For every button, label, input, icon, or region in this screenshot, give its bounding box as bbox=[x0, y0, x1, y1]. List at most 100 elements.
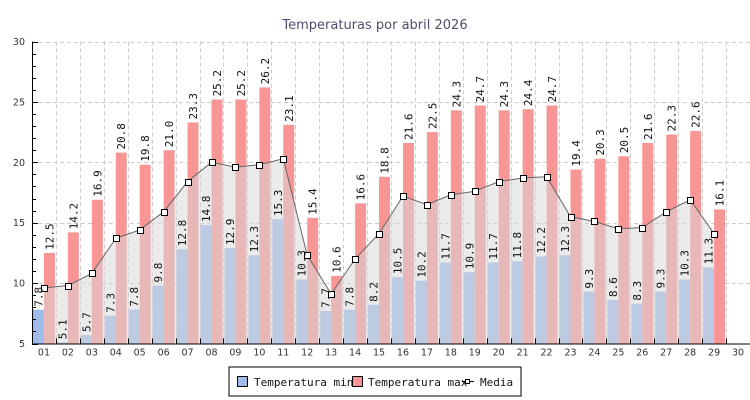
data-label-min: 7.3 bbox=[104, 293, 117, 313]
x-tick-label: 11 bbox=[277, 348, 289, 359]
media-point bbox=[209, 159, 216, 166]
data-label-min: 5.7 bbox=[80, 312, 93, 332]
data-label-min: 12.3 bbox=[248, 226, 261, 253]
data-label-min: 12.2 bbox=[535, 227, 548, 254]
data-label-min: 8.2 bbox=[368, 282, 381, 302]
chart-title: Temperaturas por abril 2026 bbox=[281, 18, 467, 33]
x-tick-label: 26 bbox=[636, 348, 648, 359]
data-label-min: 7.8 bbox=[32, 287, 45, 307]
x-tick-label: 13 bbox=[325, 348, 337, 359]
media-point bbox=[256, 162, 263, 169]
x-tick-label: 06 bbox=[158, 348, 170, 359]
y-tick-label: 20 bbox=[13, 158, 25, 169]
data-label-max: 26.2 bbox=[259, 58, 272, 85]
data-label-max: 25.2 bbox=[235, 70, 248, 97]
legend-marker-media bbox=[465, 379, 470, 384]
data-label-max: 20.5 bbox=[618, 127, 631, 154]
x-tick-label: 08 bbox=[205, 348, 217, 359]
data-label-max: 10.6 bbox=[331, 246, 344, 273]
media-point bbox=[615, 226, 622, 233]
media-point bbox=[424, 202, 431, 209]
y-tick-label: 5 bbox=[19, 339, 25, 350]
legend-label-max: Temperatura max bbox=[368, 376, 468, 389]
x-tick-label: 04 bbox=[110, 348, 122, 359]
legend-label-min: Temperatura min bbox=[254, 376, 353, 389]
data-label-min: 11.7 bbox=[439, 233, 452, 260]
x-tick-label: 30 bbox=[732, 348, 744, 359]
legend: Temperatura min Temperatura max Media bbox=[228, 366, 522, 397]
data-label-min: 11.8 bbox=[511, 232, 524, 259]
x-tick-label: 23 bbox=[564, 348, 576, 359]
y-tick-label: 15 bbox=[13, 218, 25, 229]
media-point bbox=[496, 179, 503, 186]
x-tick-label: 17 bbox=[421, 348, 433, 359]
x-tick-label: 10 bbox=[253, 348, 265, 359]
media-point bbox=[376, 231, 383, 238]
data-label-max: 12.5 bbox=[43, 223, 56, 250]
data-label-min: 12.3 bbox=[559, 226, 572, 253]
media-point bbox=[113, 235, 120, 242]
media-point bbox=[568, 214, 575, 221]
data-label-max: 22.3 bbox=[666, 105, 679, 132]
data-label-max: 16.9 bbox=[91, 170, 104, 197]
x-tick-label: 24 bbox=[588, 348, 600, 359]
data-label-min: 11.7 bbox=[487, 233, 500, 260]
data-label-min: 9.3 bbox=[655, 269, 668, 289]
data-label-max: 14.2 bbox=[67, 203, 80, 230]
data-label-max: 24.4 bbox=[522, 79, 535, 106]
data-label-max: 15.4 bbox=[307, 188, 320, 215]
x-tick-label: 28 bbox=[684, 348, 696, 359]
data-label-max: 23.3 bbox=[187, 93, 200, 120]
data-label-max: 21.6 bbox=[642, 113, 655, 140]
x-tick-label: 09 bbox=[229, 348, 241, 359]
media-point bbox=[328, 291, 335, 298]
media-point bbox=[400, 193, 407, 200]
data-label-max: 16.6 bbox=[355, 174, 368, 201]
x-tick-label: 18 bbox=[445, 348, 457, 359]
data-label-min: 10.2 bbox=[415, 251, 428, 278]
data-label-min: 10.9 bbox=[463, 243, 476, 270]
data-label-max: 21.0 bbox=[163, 121, 176, 148]
x-tick-label: 07 bbox=[182, 348, 194, 359]
x-tick-label: 14 bbox=[349, 348, 361, 359]
media-point bbox=[687, 197, 694, 204]
media-point bbox=[639, 225, 646, 232]
media-point bbox=[232, 164, 239, 171]
y-tick-label: 10 bbox=[13, 279, 25, 290]
media-point bbox=[352, 256, 359, 263]
x-tick-label: 02 bbox=[62, 348, 74, 359]
media-point bbox=[591, 218, 598, 225]
data-label-min: 8.6 bbox=[607, 277, 620, 297]
media-point bbox=[185, 179, 192, 186]
media-point bbox=[711, 231, 718, 238]
x-tick-label: 25 bbox=[612, 348, 624, 359]
x-tick-label: 16 bbox=[397, 348, 409, 359]
x-tick-label: 27 bbox=[660, 348, 672, 359]
media-point bbox=[89, 270, 96, 277]
data-label-min: 5.1 bbox=[56, 319, 69, 339]
data-label-max: 22.5 bbox=[426, 103, 439, 130]
data-label-min: 7.7 bbox=[320, 288, 333, 308]
data-label-max: 16.1 bbox=[714, 180, 727, 207]
x-tick-label: 01 bbox=[38, 348, 50, 359]
media-point bbox=[544, 174, 551, 181]
data-label-max: 21.6 bbox=[402, 113, 415, 140]
data-label-min: 7.8 bbox=[128, 287, 141, 307]
legend-label-media: Media bbox=[480, 376, 513, 389]
data-label-min: 14.8 bbox=[200, 196, 213, 223]
data-label-min: 12.8 bbox=[176, 220, 189, 247]
data-label-max: 24.7 bbox=[546, 76, 559, 103]
x-tick-label: 29 bbox=[708, 348, 720, 359]
x-tick-label: 20 bbox=[493, 348, 505, 359]
data-labels-layer: 7.8 12.5 5.1 14.2 5.7 16.9 7.3 20.8 7.8 19.8 9.8 21… bbox=[32, 58, 726, 339]
axes-layer: 5 10 15 20 25 30 01 02 03 04 05 06 07 08 09 10 11 12 13 14 1… bbox=[13, 37, 750, 359]
data-label-max: 24.3 bbox=[498, 81, 511, 108]
data-label-min: 8.3 bbox=[631, 281, 644, 301]
media-area bbox=[43, 158, 715, 344]
data-label-max: 19.4 bbox=[570, 140, 583, 167]
x-tick-label: 21 bbox=[517, 348, 529, 359]
media-point bbox=[304, 252, 311, 259]
data-label-max: 22.6 bbox=[690, 101, 703, 128]
media-point bbox=[472, 188, 479, 195]
